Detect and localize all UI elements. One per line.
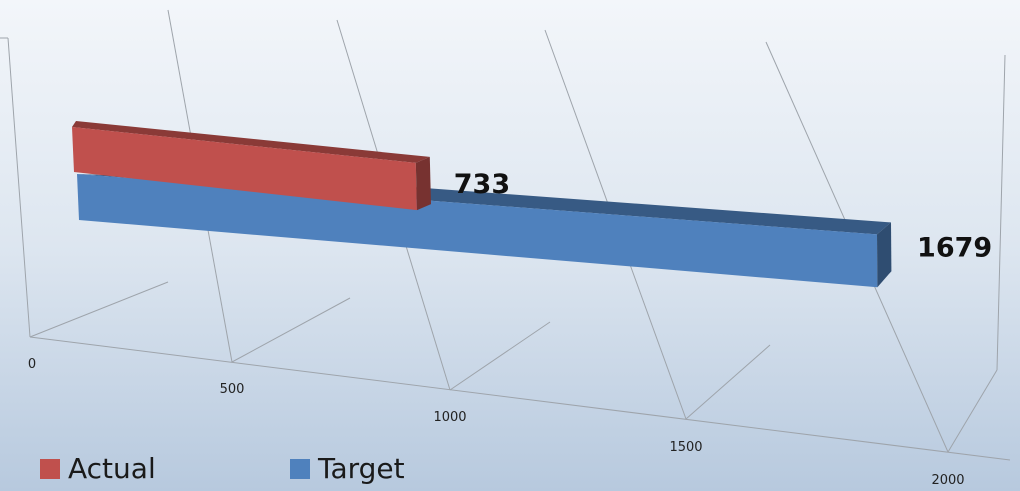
x-tick-label-500: 500: [220, 382, 245, 397]
floor-grid-500: [232, 298, 350, 362]
data-label-actual: 733: [454, 169, 510, 200]
x-tick-label-1000: 1000: [433, 410, 466, 425]
legend-label-actual: Actual: [68, 452, 156, 485]
floor-grid-1000: [450, 322, 550, 390]
bar-end-actual: [416, 157, 431, 210]
legend-swatch-target: [290, 459, 310, 479]
legend-label-target: Target: [318, 452, 405, 485]
back-grid-2000: [997, 55, 1005, 370]
data-label-target: 1679: [917, 232, 992, 263]
floor-grid-1500: [686, 345, 770, 419]
bars: [72, 121, 891, 287]
legend-item-target: Target: [290, 452, 405, 485]
floor-grid-2000: [948, 370, 997, 452]
floor-side-edge: [30, 282, 168, 337]
x-axis-ticks: 0 500 1000 1500 2000: [28, 357, 965, 488]
x-tick-label-2000: 2000: [931, 473, 964, 488]
x-tick-label-0: 0: [28, 357, 36, 372]
legend-swatch-actual: [40, 459, 60, 479]
legend-item-actual: Actual: [40, 452, 156, 485]
x-tick-label-1500: 1500: [669, 440, 702, 455]
grid-line-0: [8, 38, 30, 337]
x-axis-line: [30, 337, 1010, 460]
